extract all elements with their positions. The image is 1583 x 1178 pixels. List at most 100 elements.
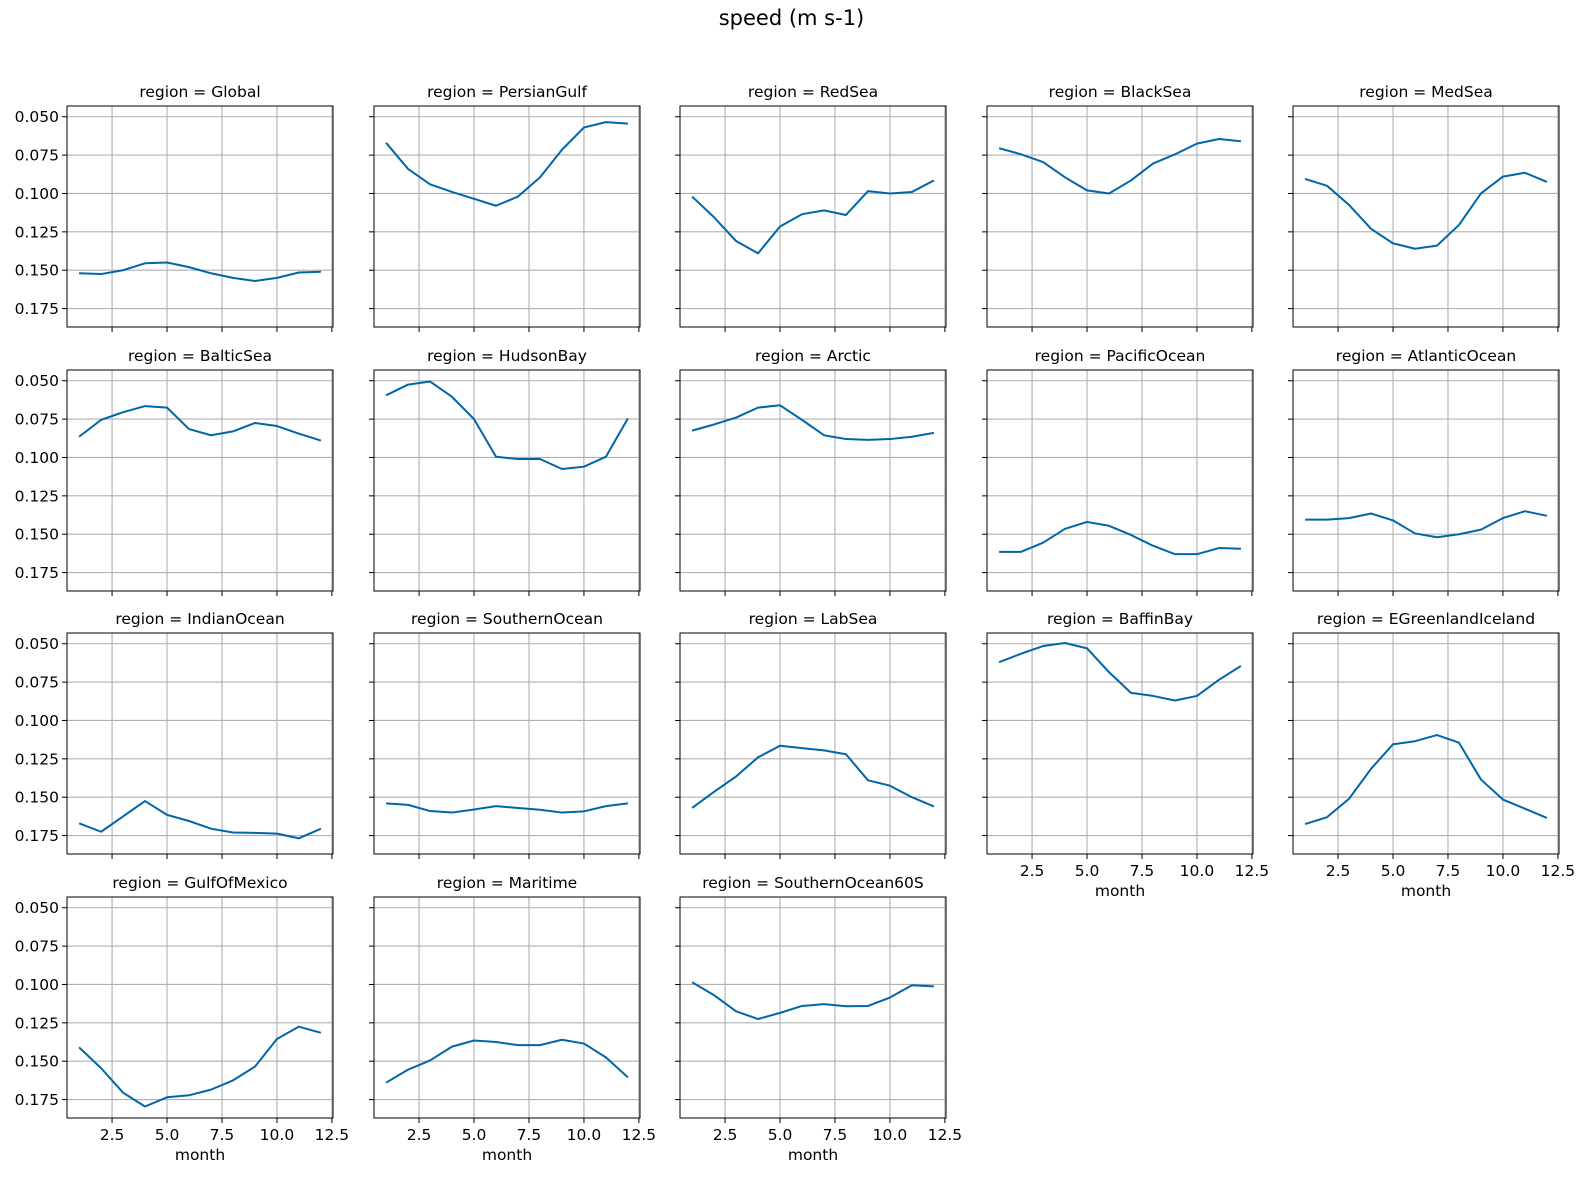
series-line-labsea — [691, 744, 935, 809]
series-line-gulfofmexico — [78, 1025, 322, 1108]
x-tick-label: 2.5 — [713, 1126, 738, 1144]
y-tick-label: 0.150 — [15, 262, 59, 280]
x-tick-label: 10.0 — [260, 1126, 295, 1144]
panel-title-persiangulf: region = PersianGulf — [427, 83, 587, 101]
x-axis-label: month — [482, 1146, 532, 1164]
axes-frame — [66, 369, 334, 592]
axes-frame — [373, 105, 641, 328]
y-tick-label: 0.050 — [15, 635, 59, 653]
x-tick-label: 2.5 — [1326, 862, 1351, 880]
y-tick-label: 0.175 — [15, 1091, 59, 1109]
y-tick-label: 0.175 — [15, 564, 59, 582]
y-tick-label: 0.050 — [15, 108, 59, 126]
y-tick-label: 0.100 — [15, 976, 59, 994]
series-line-arctic — [691, 404, 935, 441]
axes-frame — [1292, 369, 1560, 592]
y-tick-label: 0.125 — [15, 223, 59, 241]
x-tick-label: 7.5 — [210, 1126, 235, 1144]
panel-title-labsea: region = LabSea — [749, 610, 878, 628]
y-tick-label: 0.100 — [15, 185, 59, 203]
axes-frame — [1292, 105, 1560, 328]
x-tick-label: 2.5 — [100, 1126, 125, 1144]
axes-frame — [66, 632, 334, 855]
y-tick-label: 0.100 — [15, 449, 59, 467]
x-tick-label: 12.5 — [928, 1126, 963, 1144]
x-tick-label: 12.5 — [622, 1126, 657, 1144]
panel-title-redsea: region = RedSea — [748, 83, 878, 101]
x-tick-label: 2.5 — [1020, 862, 1045, 880]
y-tick-label: 0.050 — [15, 899, 59, 917]
figure-title: speed (m s-1) — [718, 6, 865, 30]
series-line-southernocean — [386, 802, 629, 814]
x-tick-label: 5.0 — [1075, 862, 1100, 880]
x-tick-label: 7.5 — [517, 1126, 542, 1144]
series-line-redsea — [691, 179, 935, 255]
y-tick-label: 0.125 — [15, 1014, 59, 1032]
y-tick-label: 0.075 — [15, 147, 59, 165]
panel-title-baffinbay: region = BaffinBay — [1047, 610, 1193, 628]
axes-frame — [679, 105, 947, 328]
x-tick-label: 12.5 — [315, 1126, 350, 1144]
y-tick-label: 0.150 — [15, 526, 59, 544]
x-tick-label: 10.0 — [873, 1126, 908, 1144]
series-line-balticsea — [78, 405, 322, 442]
axes-frame — [986, 105, 1254, 328]
x-tick-label: 5.0 — [155, 1126, 180, 1144]
axes-frame — [679, 896, 947, 1119]
axes-frame — [986, 632, 1254, 855]
x-axis-label: month — [175, 1146, 225, 1164]
series-line-atlanticocean — [1305, 510, 1548, 539]
y-tick-label: 0.125 — [15, 750, 59, 768]
series-line-maritime — [385, 1038, 629, 1084]
y-tick-label: 0.075 — [15, 411, 59, 429]
panel-title-indianocean: region = IndianOcean — [115, 610, 284, 628]
series-line-blacksea — [998, 138, 1242, 195]
y-tick-label: 0.075 — [15, 938, 59, 956]
x-tick-label: 10.0 — [567, 1126, 602, 1144]
y-tick-label: 0.050 — [15, 372, 59, 390]
axes-frame — [679, 632, 947, 855]
axes-frame — [373, 369, 641, 592]
axes-frame — [66, 896, 334, 1119]
x-axis-label: month — [1401, 882, 1451, 900]
panel-title-maritime: region = Maritime — [437, 874, 577, 892]
panel-title-arctic: region = Arctic — [755, 347, 871, 365]
x-tick-label: 12.5 — [1541, 862, 1576, 880]
series-line-indianocean — [78, 800, 322, 840]
x-axis-label: month — [788, 1146, 838, 1164]
x-tick-label: 10.0 — [1486, 862, 1521, 880]
x-tick-label: 7.5 — [823, 1126, 848, 1144]
panel-title-blacksea: region = BlackSea — [1049, 83, 1192, 101]
series-line-global — [79, 261, 321, 282]
y-tick-label: 0.125 — [15, 487, 59, 505]
series-line-hudsonbay — [385, 380, 629, 470]
panel-title-egreenlandiceland: region = EGreenlandIceland — [1317, 610, 1535, 628]
panel-title-southernocean60s: region = SouthernOcean60S — [702, 874, 924, 892]
x-tick-label: 5.0 — [1381, 862, 1406, 880]
series-line-baffinbay — [998, 641, 1242, 702]
series-line-pacificocean — [999, 520, 1241, 556]
y-tick-label: 0.150 — [15, 789, 59, 807]
x-axis-label: month — [1095, 882, 1145, 900]
axes-frame — [66, 105, 334, 328]
x-tick-label: 2.5 — [407, 1126, 432, 1144]
x-tick-label: 10.0 — [1180, 862, 1215, 880]
panel-title-balticsea: region = BalticSea — [128, 347, 272, 365]
x-tick-label: 7.5 — [1436, 862, 1461, 880]
panel-title-gulfofmexico: region = GulfOfMexico — [112, 874, 287, 892]
x-tick-label: 12.5 — [1235, 862, 1270, 880]
panel-title-global: region = Global — [139, 83, 260, 101]
axes-frame — [986, 369, 1254, 592]
panel-title-pacificocean: region = PacificOcean — [1035, 347, 1206, 365]
panel-title-atlanticocean: region = AtlanticOcean — [1336, 347, 1516, 365]
series-line-persiangulf — [385, 121, 628, 207]
panel-title-hudsonbay: region = HudsonBay — [427, 347, 587, 365]
series-line-egreenlandiceland — [1304, 734, 1548, 826]
y-tick-label: 0.100 — [15, 712, 59, 730]
y-tick-label: 0.075 — [15, 674, 59, 692]
x-tick-label: 5.0 — [462, 1126, 487, 1144]
series-line-southernocean60s — [691, 981, 934, 1021]
axes-frame — [679, 369, 947, 592]
